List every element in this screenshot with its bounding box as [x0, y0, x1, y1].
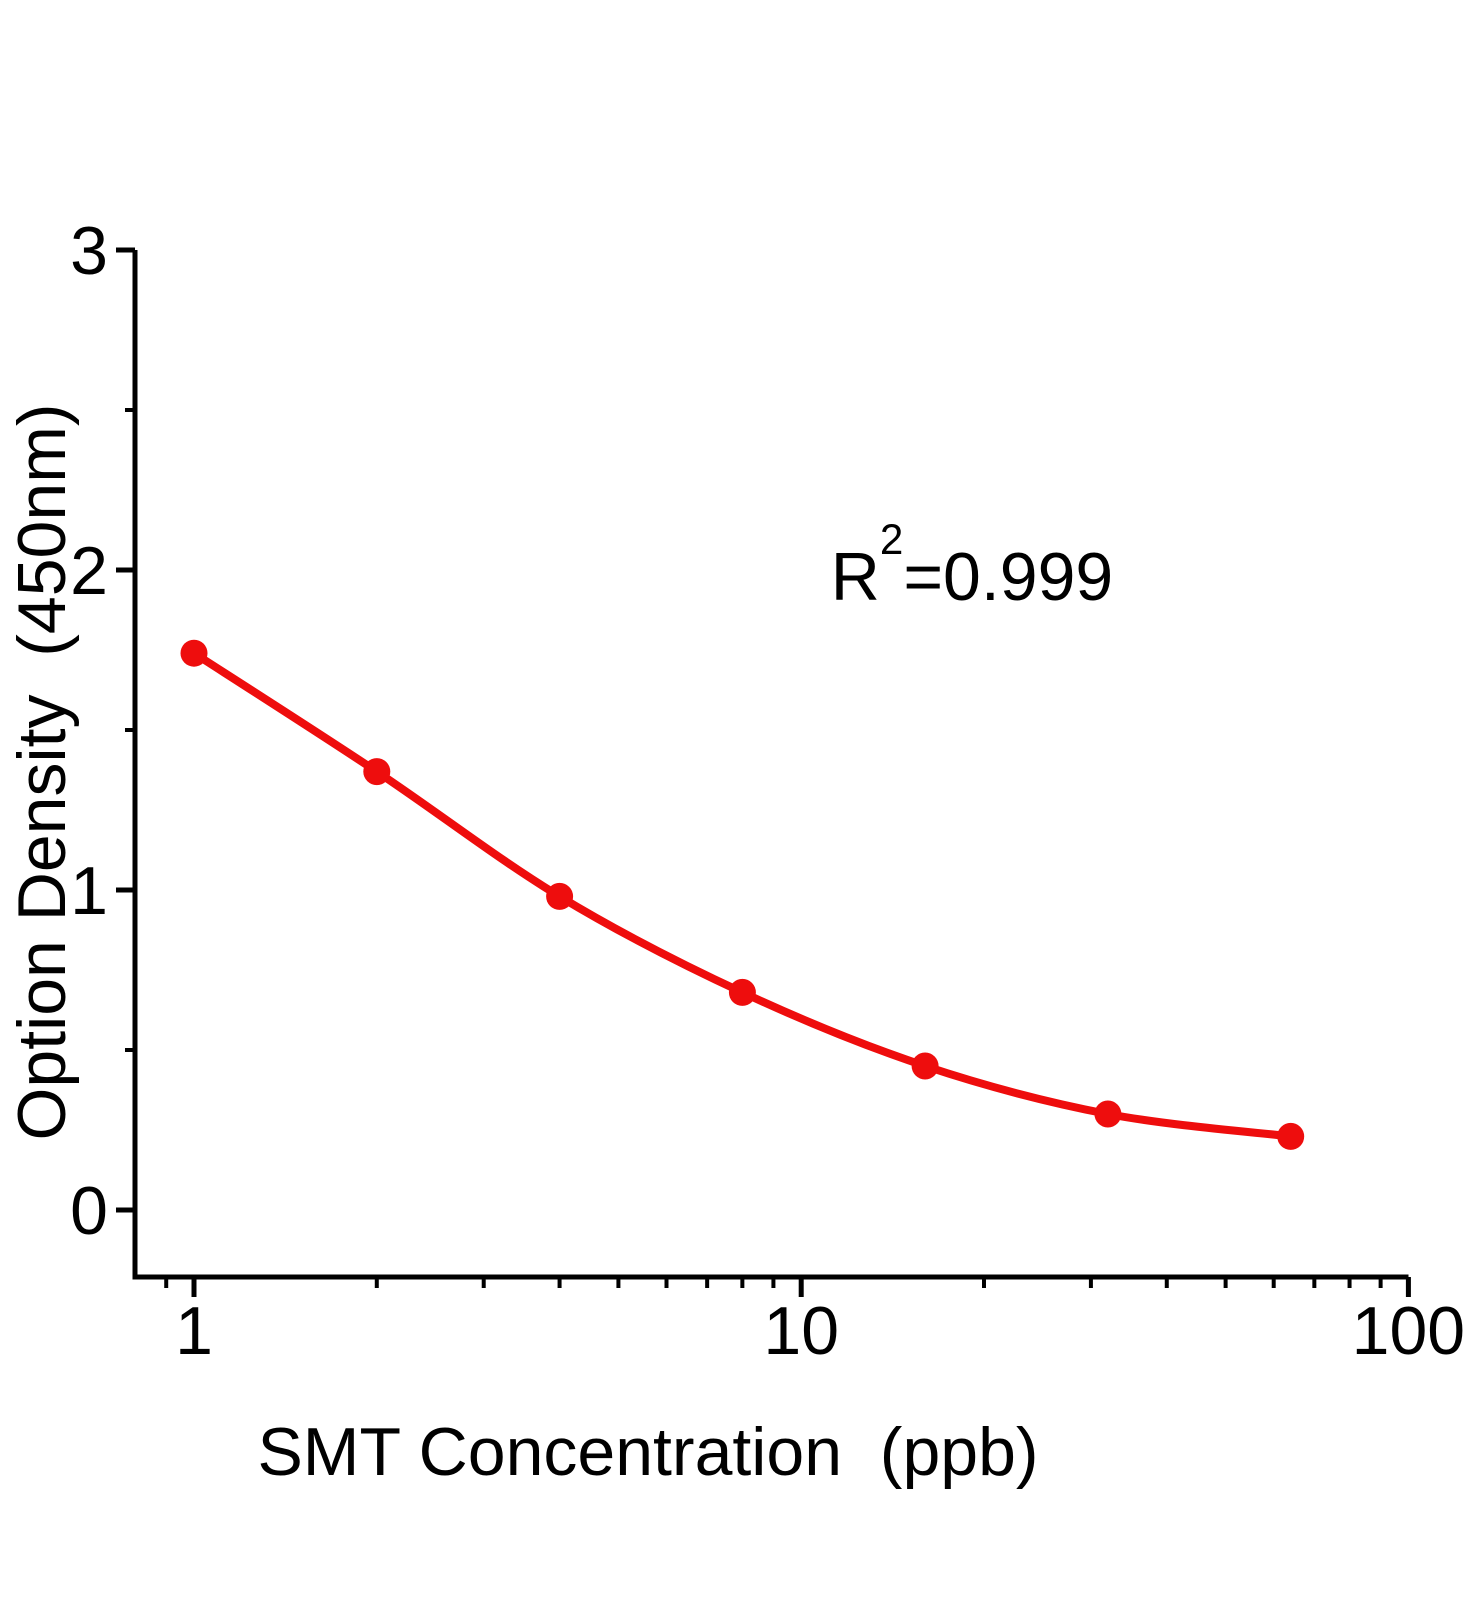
data-point	[363, 758, 391, 786]
r-squared-annotation: R2=0.999	[831, 519, 1113, 611]
y-tick-label: 0	[70, 1173, 108, 1249]
x-tick-label: 10	[763, 1293, 839, 1369]
data-point	[728, 978, 756, 1006]
data-point	[911, 1052, 939, 1080]
data-point	[1277, 1122, 1305, 1150]
x-tick-label: 100	[1352, 1293, 1465, 1369]
data-point	[180, 639, 208, 667]
y-tick-label: 2	[70, 533, 108, 609]
data-point	[546, 882, 574, 910]
r-squared-value: =0.999	[903, 539, 1114, 615]
axes-frame	[132, 250, 1409, 1280]
x-axis-title: SMT Concentration (ppb)	[257, 1414, 1039, 1490]
fit-curve	[191, 649, 1292, 1141]
data-point	[1094, 1100, 1122, 1128]
r-squared-base: R	[830, 539, 880, 615]
r-squared-exponent: 2	[879, 516, 904, 564]
y-axis-title: Option Density (450nm)	[4, 403, 80, 1141]
y-tick-label: 1	[70, 853, 108, 929]
x-tick-label: 1	[175, 1293, 213, 1369]
y-tick-label: 3	[70, 213, 108, 289]
